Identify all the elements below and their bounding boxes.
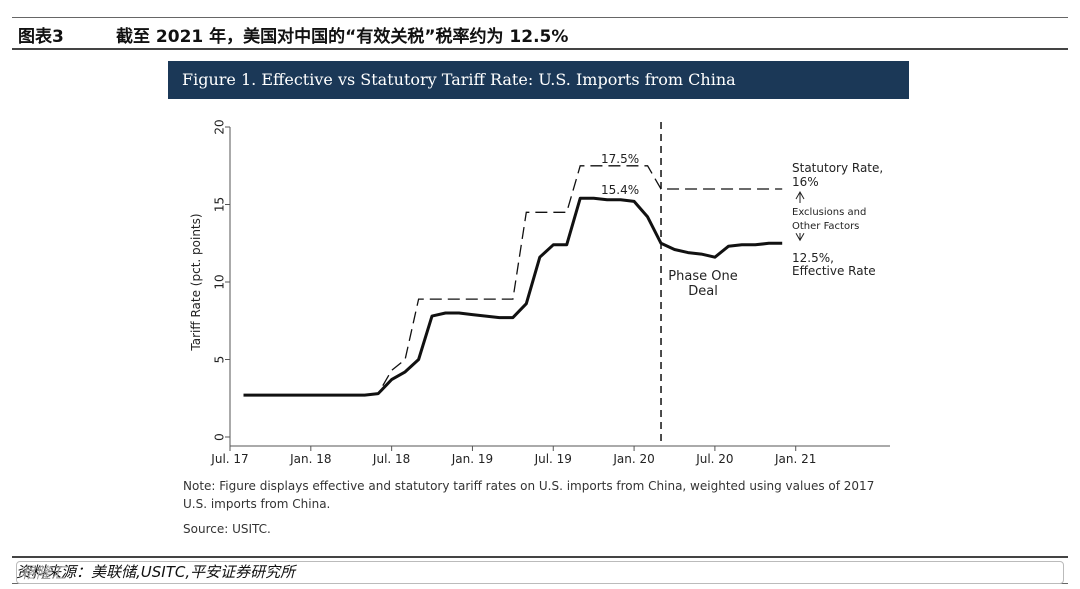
y-tick-label: 10: [213, 274, 227, 289]
y-axis-label: Tariff Rate (pct. points): [189, 213, 203, 351]
gap-arrowhead-top: [795, 190, 805, 200]
y-tick-label: 15: [213, 197, 227, 212]
footer-source: 资料来源：美联储,USITC,平安证券研究所: [16, 563, 296, 581]
x-tick-label: Jan. 20: [612, 452, 654, 466]
other-factors-label: Other Factors: [792, 221, 859, 232]
chart-source: Source: USITC.: [183, 522, 271, 536]
x-tick-label: Jan. 21: [774, 452, 816, 466]
x-tick-label: Jan. 19: [451, 452, 493, 466]
statutory-rate-line: [243, 165, 783, 396]
statutory-rate-value: 16%: [792, 175, 819, 189]
statutory-rate-label: Statutory Rate,: [792, 161, 883, 175]
chart-title: Figure 1. Effective vs Statutory Tariff …: [182, 70, 736, 89]
deal-label: Deal: [688, 284, 718, 299]
effective-rate-value: 12.5%,: [792, 251, 834, 265]
x-tick-label: Jul. 19: [534, 452, 572, 466]
x-tick-label: Jul. 18: [372, 452, 410, 466]
x-tick-label: Jul. 17: [210, 452, 248, 466]
phase-one-label: Phase One: [668, 269, 737, 284]
x-tick-label: Jul. 20: [695, 452, 733, 466]
chart-title-banner: Figure 1. Effective vs Statutory Tariff …: [168, 61, 909, 99]
figure-header: 图表3 截至 2021 年，美国对中国的“有效关税”税率约为 12.5%: [12, 17, 1068, 50]
peak-statutory-label: 17.5%: [601, 152, 639, 166]
x-tick-label: Jan. 18: [289, 452, 331, 466]
effective-rate-line: [243, 196, 783, 397]
effective-rate-label: Effective Rate: [792, 264, 876, 278]
y-tick-label: 0: [213, 433, 227, 441]
y-tick-label: 20: [213, 119, 227, 134]
watermark-logo: 格隆汇: [16, 561, 1064, 584]
y-tick-label: 5: [213, 356, 227, 364]
peak-effective-label: 15.4%: [601, 183, 639, 197]
gap-arrowhead-bottom: [795, 233, 805, 242]
page-footer: 资料来源：美联储,USITC,平安证券研究所 格隆汇: [12, 556, 1068, 584]
figure-number: 图表3: [18, 27, 64, 47]
figure-title: 截至 2021 年，美国对中国的“有效关税”税率约为 12.5%: [116, 27, 569, 47]
chart-note: Note: Figure displays effective and stat…: [183, 479, 875, 511]
exclusions-label: Exclusions and: [792, 207, 866, 218]
